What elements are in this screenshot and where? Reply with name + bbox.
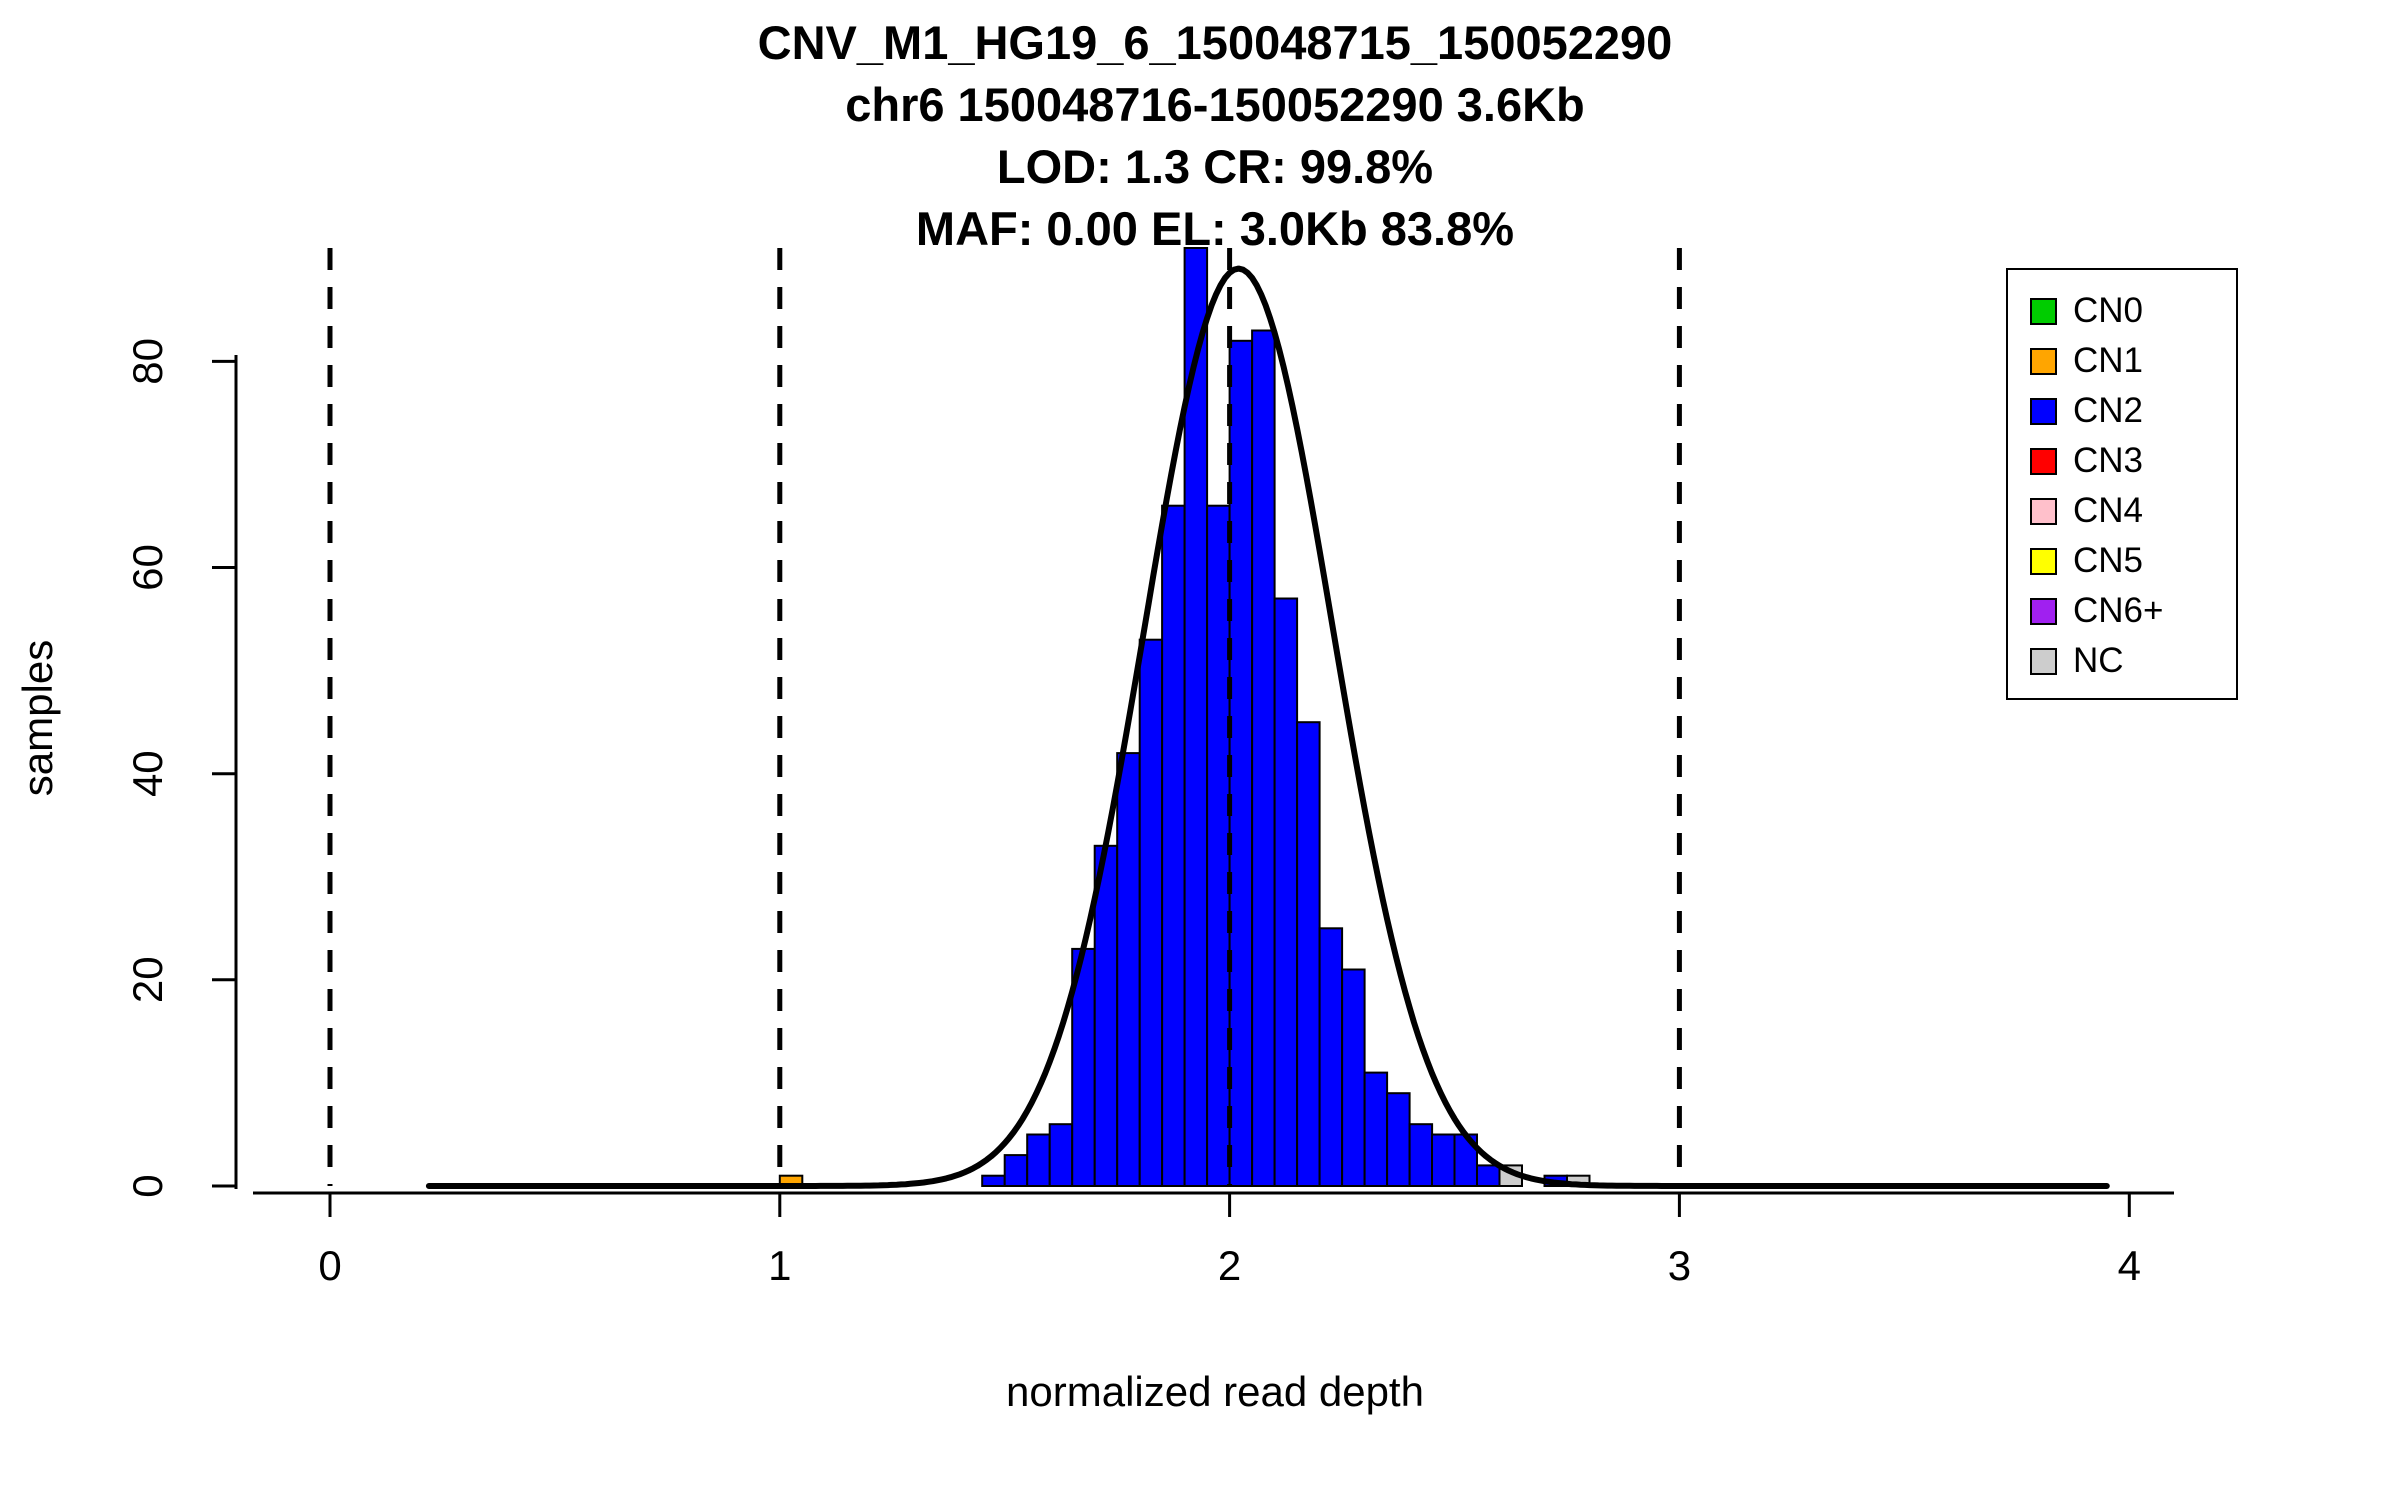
x-tick-label: 3 <box>1668 1242 1691 1289</box>
legend-label: CN4 <box>2073 491 2144 530</box>
x-tick-label: 0 <box>318 1242 341 1289</box>
histogram-bar-cn2 <box>1408 1123 1434 1187</box>
legend-swatch-cn6plus <box>2030 597 2057 625</box>
y-tick-label: 40 <box>124 750 171 797</box>
histogram-bar-cn2 <box>1273 597 1299 1187</box>
legend-label: CN6+ <box>2073 591 2164 630</box>
legend-label: CN5 <box>2073 541 2144 580</box>
legend-swatch-cn3 <box>2030 447 2057 475</box>
histogram-bar-cn2 <box>1318 927 1344 1187</box>
y-tick-label: 0 <box>124 1174 171 1197</box>
legend-item-nc: NC <box>2030 636 2236 686</box>
histogram-bar-cn2 <box>1476 1164 1501 1188</box>
legend-item-cn6plus: CN6+ <box>2030 586 2236 636</box>
title-line-3: LOD: 1.3 CR: 99.8% <box>996 140 1434 193</box>
histogram-bar-cn2 <box>1116 752 1141 1187</box>
histogram-bar-cn2 <box>1003 1154 1029 1187</box>
legend-swatch-cn2 <box>2030 397 2057 425</box>
histogram-bar-cn2 <box>1296 721 1321 1187</box>
x-axis-title: normalized read depth <box>1006 1368 1424 1415</box>
legend-label: CN1 <box>2073 341 2144 380</box>
legend-swatch-cn0 <box>2030 297 2057 325</box>
legend-item-cn2: CN2 <box>2030 386 2236 436</box>
title-line-2: chr6 150048716-150052290 3.6Kb <box>845 78 1585 131</box>
legend-item-cn0: CN0 <box>2030 286 2236 336</box>
legend-label: NC <box>2073 641 2124 680</box>
legend-item-cn1: CN1 <box>2030 336 2236 386</box>
y-axis-title: samples <box>14 639 61 797</box>
legend-label: CN3 <box>2073 441 2144 480</box>
title-line-1: CNV_M1_HG19_6_150048715_150052290 <box>757 16 1673 69</box>
histogram-bar-cn2 <box>1048 1123 1074 1187</box>
histogram-bar-cn2 <box>1251 329 1276 1187</box>
legend-item-cn5: CN5 <box>2030 536 2236 586</box>
legend-label: CN2 <box>2073 391 2144 430</box>
histogram-bar-cn2 <box>1206 504 1231 1187</box>
title-line-4: MAF: 0.00 EL: 3.0Kb 83.8% <box>915 202 1515 255</box>
y-tick-label: 80 <box>124 338 171 385</box>
legend-swatch-cn1 <box>2030 347 2057 375</box>
histogram-bar-cn2 <box>1363 1071 1389 1187</box>
histogram-bar-cn2 <box>1026 1133 1051 1187</box>
histogram-bar-cn2 <box>1161 504 1186 1187</box>
legend-swatch-cn5 <box>2030 547 2057 575</box>
histogram-bar-cn2 <box>1341 968 1366 1187</box>
chart-title: CNV_M1_HG19_6_150048715_150052290 chr6 1… <box>240 12 2190 260</box>
histogram-bar-cn2 <box>1228 339 1254 1187</box>
histogram-bar-cn2 <box>1431 1133 1456 1187</box>
histogram-bar-cn2 <box>981 1174 1006 1187</box>
legend-swatch-cn4 <box>2030 497 2057 525</box>
y-tick-label: 20 <box>124 956 171 1003</box>
x-tick-label: 4 <box>2118 1242 2141 1289</box>
legend-item-cn3: CN3 <box>2030 436 2236 486</box>
density-fit-curve <box>425 265 2110 1189</box>
legend: CN0 CN1 CN2 CN3 CN4 CN5 CN6+ NC <box>2006 268 2238 700</box>
x-tick-label: 1 <box>768 1242 791 1289</box>
x-tick-label: 2 <box>1218 1242 1241 1289</box>
y-tick-label: 60 <box>124 544 171 591</box>
legend-swatch-nc <box>2030 647 2057 675</box>
legend-item-cn4: CN4 <box>2030 486 2236 536</box>
histogram-bar-cn2 <box>1138 638 1164 1187</box>
histogram-bar-cn2 <box>1386 1092 1411 1187</box>
legend-label: CN0 <box>2073 291 2144 330</box>
